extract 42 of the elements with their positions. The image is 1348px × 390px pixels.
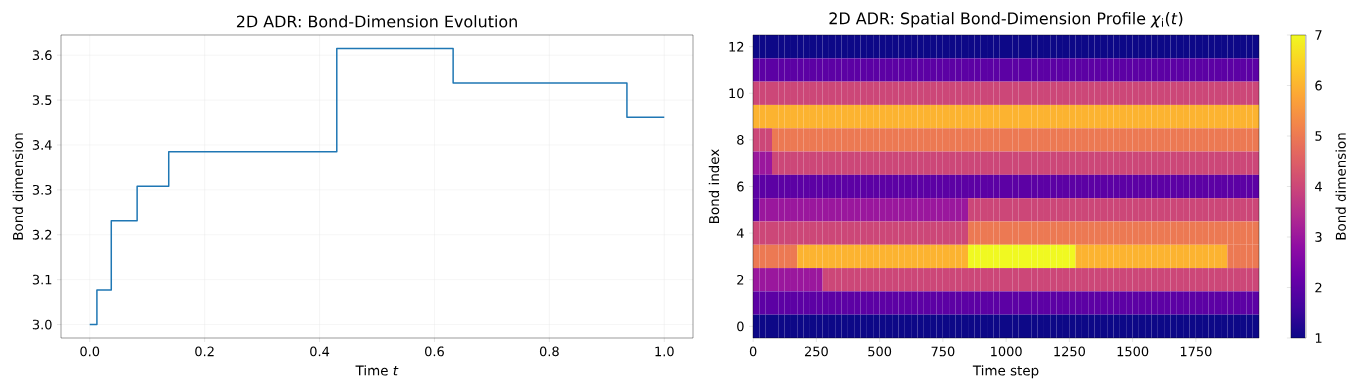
x-tick-label: 0.0 (80, 346, 100, 357)
x-tick-label: 0.4 (310, 346, 330, 357)
y-tick-label: 3.2 (32, 229, 52, 240)
x-tick-label: 500 (868, 346, 892, 357)
x-tick-label: 0.2 (195, 346, 214, 357)
x-tick-label: 1500 (1117, 346, 1149, 357)
color-bar-title: Bond dimension (1335, 133, 1346, 240)
y-axis-title: Bond index (708, 149, 720, 223)
y-tick-label: 3.3 (32, 184, 52, 195)
x-tick-label: 1750 (1180, 346, 1212, 357)
color-bar-label: 5 (1315, 131, 1322, 141)
y-tick-label: 0 (737, 321, 744, 332)
x-tick-label: 750 (931, 346, 955, 357)
y-tick-label: 6 (737, 181, 744, 192)
color-bar-label: 3 (1315, 232, 1322, 242)
chart-title: 2D ADR: Bond-Dimension Evolution (236, 15, 517, 28)
x-tick-label: 1250 (1054, 346, 1085, 357)
y-tick-label: 2 (737, 274, 744, 285)
color-bar-label: 1 (1315, 333, 1322, 343)
y-tick-label: 3.5 (32, 95, 52, 105)
color-bar-label: 6 (1315, 80, 1322, 91)
y-tick-label: 4 (736, 228, 744, 238)
x-axis-title: Time step (972, 365, 1039, 379)
y-tick-label: 3.4 (32, 140, 52, 150)
x-axis-title: Time t (355, 365, 399, 376)
x-tick-label: 0.8 (539, 346, 559, 357)
chart-title: 2D ADR: Spatial Bond-Dimension Profile χ$_{i}$(t) (829, 12, 1183, 28)
x-tick-label: 1.0 (655, 346, 674, 357)
x-tick-label: 250 (804, 346, 828, 357)
x-tick-label: 0 (749, 346, 757, 357)
x-tick-label: 0.6 (425, 346, 444, 357)
color-bar-label: 2 (1315, 282, 1322, 293)
y-tick-label: 3.1 (32, 274, 52, 285)
y-tick-label: 12 (729, 41, 744, 52)
y-tick-label: 3.0 (32, 319, 52, 330)
y-tick-label: 3.6 (32, 50, 52, 61)
x-tick-label: 1000 (991, 346, 1022, 357)
color-bar-label: 4 (1315, 181, 1322, 192)
y-axis-title: Bond dimension (12, 133, 24, 240)
y-tick-label: 10 (729, 88, 744, 99)
y-tick-label: 8 (737, 134, 744, 145)
color-bar-label: 7 (1315, 30, 1322, 40)
